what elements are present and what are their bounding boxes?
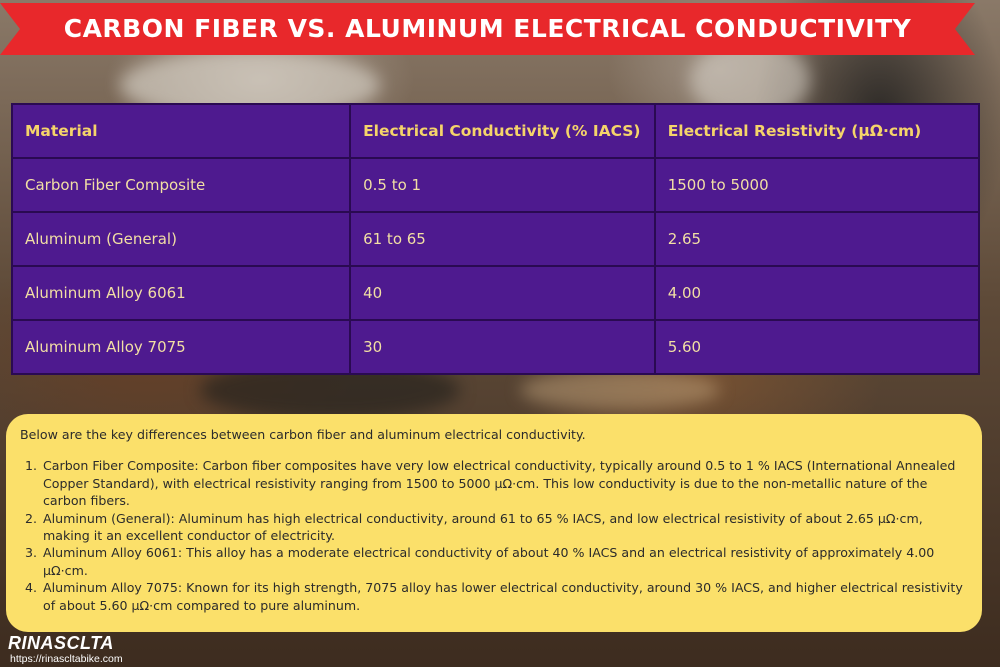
table-row: Carbon Fiber Composite 0.5 to 1 1500 to … [10,157,981,213]
brand-url: https://rinascltabike.com [10,653,123,665]
table-row: Aluminum Alloy 7075 30 5.60 [10,319,981,375]
table-header-row: Material Electrical Conductivity (% IACS… [10,103,981,159]
cell-conductivity: 40 [349,265,656,321]
table-row: Aluminum (General) 61 to 65 2.65 [10,211,981,267]
notes-intro: Below are the key differences between ca… [20,427,586,442]
list-item: Carbon Fiber Composite: Carbon fiber com… [41,457,968,509]
conductivity-table-container: Material Electrical Conductivity (% IACS… [10,103,981,375]
cell-conductivity: 0.5 to 1 [349,157,656,213]
title-banner: CARBON FIBER VS. ALUMINUM ELECTRICAL CON… [0,0,975,56]
cell-material: Carbon Fiber Composite [10,157,352,213]
cell-material: Aluminum (General) [10,211,352,267]
cell-resistivity: 2.65 [653,211,981,267]
list-item: Aluminum Alloy 7075: Known for its high … [41,579,968,614]
list-item: Aluminum Alloy 6061: This alloy has a mo… [41,544,968,579]
brand-name: RINASCLTA [8,633,114,653]
header-conductivity: Electrical Conductivity (% IACS) [349,103,656,159]
cell-conductivity: 61 to 65 [349,211,656,267]
header-resistivity: Electrical Resistivity (μΩ·cm) [653,103,981,159]
banner-ribbon-shape [0,3,975,55]
differences-list: Carbon Fiber Composite: Carbon fiber com… [20,457,968,614]
cell-material: Aluminum Alloy 7075 [10,319,352,375]
table-row: Aluminum Alloy 6061 40 4.00 [10,265,981,321]
list-item: Aluminum (General): Aluminum has high el… [41,510,968,545]
cell-resistivity: 1500 to 5000 [653,157,981,213]
cell-resistivity: 5.60 [653,319,981,375]
page-title: CARBON FIBER VS. ALUMINUM ELECTRICAL CON… [63,13,912,43]
cell-material: Aluminum Alloy 6061 [10,265,352,321]
cell-conductivity: 30 [349,319,656,375]
cell-resistivity: 4.00 [653,265,981,321]
brand-logo: RINASCLTA https://rinascltabike.com [4,633,164,667]
conductivity-table: Material Electrical Conductivity (% IACS… [10,103,981,375]
background-photo-light [520,370,720,410]
header-material: Material [10,103,352,159]
key-differences-panel: Below are the key differences between ca… [6,414,982,632]
